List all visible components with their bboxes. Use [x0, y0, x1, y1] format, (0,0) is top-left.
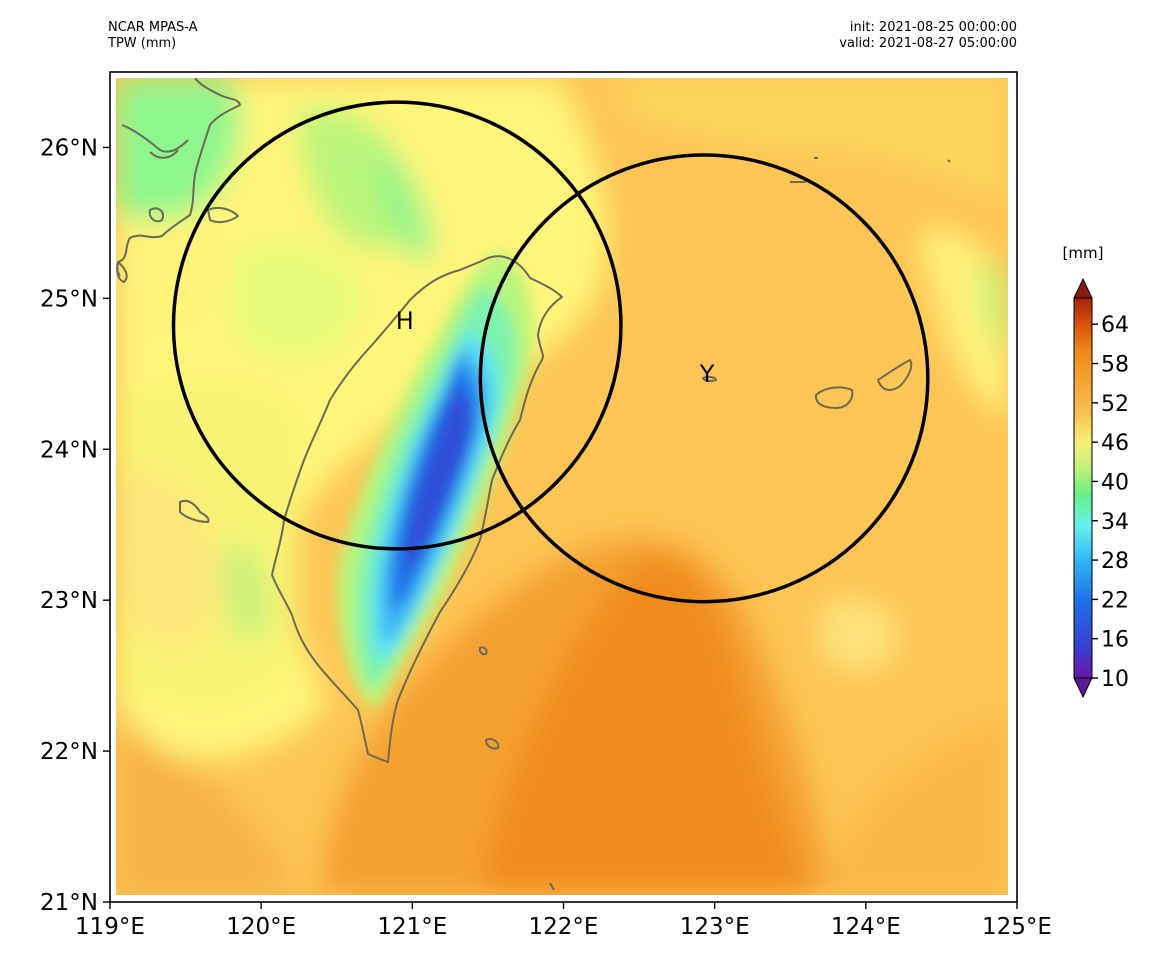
penghu-islands: [179, 499, 210, 523]
y-tick-label: 22°N: [40, 739, 98, 765]
y-tick-label: 26°N: [40, 135, 98, 161]
colorbar-unit: [mm]: [1063, 244, 1104, 262]
taiwan-coastline: [271, 255, 563, 763]
valid-time: valid: 2021-08-27 05:00:00: [839, 36, 1017, 51]
orchid-island: [485, 738, 500, 750]
model-name: NCAR MPAS-A: [108, 20, 198, 35]
analysis-circles: [171, 100, 930, 604]
colorbar-tick-label: 28: [1101, 549, 1129, 574]
china-islands-west: [116, 206, 239, 283]
colorbar-tick-label: 34: [1101, 510, 1129, 535]
x-tick-label: 122°E: [529, 914, 599, 940]
colorbar-extend-min: [1073, 677, 1093, 699]
colorbar-bar: [1073, 297, 1093, 679]
figure-header-right: init: 2021-08-25 00:00:00 valid: 2021-08…: [760, 20, 1017, 52]
init-time: init: 2021-08-25 00:00:00: [849, 20, 1017, 35]
x-tick-label: 119°E: [75, 914, 145, 940]
location-markers: HY: [396, 307, 715, 388]
yonaguni-island: [702, 375, 717, 383]
small-island-south: [549, 882, 555, 891]
colorbar: [mm] 10 16 22 28 34 40 46 52 58 64: [1063, 244, 1129, 699]
y-tick-label: 25°N: [40, 286, 98, 312]
x-tick-label: 121°E: [377, 914, 447, 940]
colorbar-tick-label: 46: [1101, 431, 1129, 456]
x-tick-label: 123°E: [680, 914, 750, 940]
x-tick-label: 125°E: [982, 914, 1052, 940]
y-tick-label: 21°N: [40, 890, 98, 916]
tpw-field: [116, 78, 1008, 895]
colorbar-tick-label: 52: [1101, 392, 1129, 417]
colorbar-tick-label: 22: [1101, 588, 1129, 613]
coastlines: [116, 78, 951, 891]
colorbar-tick-label: 16: [1101, 628, 1129, 653]
y-tick-label: 23°N: [40, 588, 98, 614]
colorbar-tick-label: 10: [1101, 667, 1129, 692]
colorbar-tick-label: 58: [1101, 353, 1129, 378]
china-coastline: [116, 78, 241, 277]
colorbar-tick-label: 64: [1101, 313, 1129, 338]
field-name: TPW (mm): [108, 36, 177, 51]
small-islands-north: [790, 157, 951, 183]
green-island: [478, 646, 488, 656]
colorbar-extend-max: [1073, 277, 1093, 299]
x-tick-label: 124°E: [831, 914, 901, 940]
figure-header-left: NCAR MPAS-A TPW (mm): [108, 20, 198, 52]
circle-y: [478, 153, 930, 604]
marker-label-h: H: [396, 307, 414, 335]
iriomote-island: [814, 386, 854, 409]
y-axis-ticks: 21°N 22°N 23°N 24°N 25°N 26°N: [40, 135, 110, 916]
circle-h: [171, 100, 623, 551]
y-tick-label: 24°N: [40, 437, 98, 463]
x-axis-ticks: 119°E 120°E 121°E 122°E 123°E 124°E 125°E: [75, 902, 1052, 940]
china-coastline-inlet: [121, 124, 189, 159]
ishigaki-island: [877, 359, 913, 391]
taiwan-dry-core: [337, 250, 534, 710]
marker-label-y: Y: [699, 360, 715, 388]
colorbar-ticks: 10 16 22 28 34 40 46 52 58 64: [1092, 313, 1129, 692]
x-tick-label: 120°E: [226, 914, 296, 940]
colorbar-tick-label: 40: [1101, 470, 1129, 495]
